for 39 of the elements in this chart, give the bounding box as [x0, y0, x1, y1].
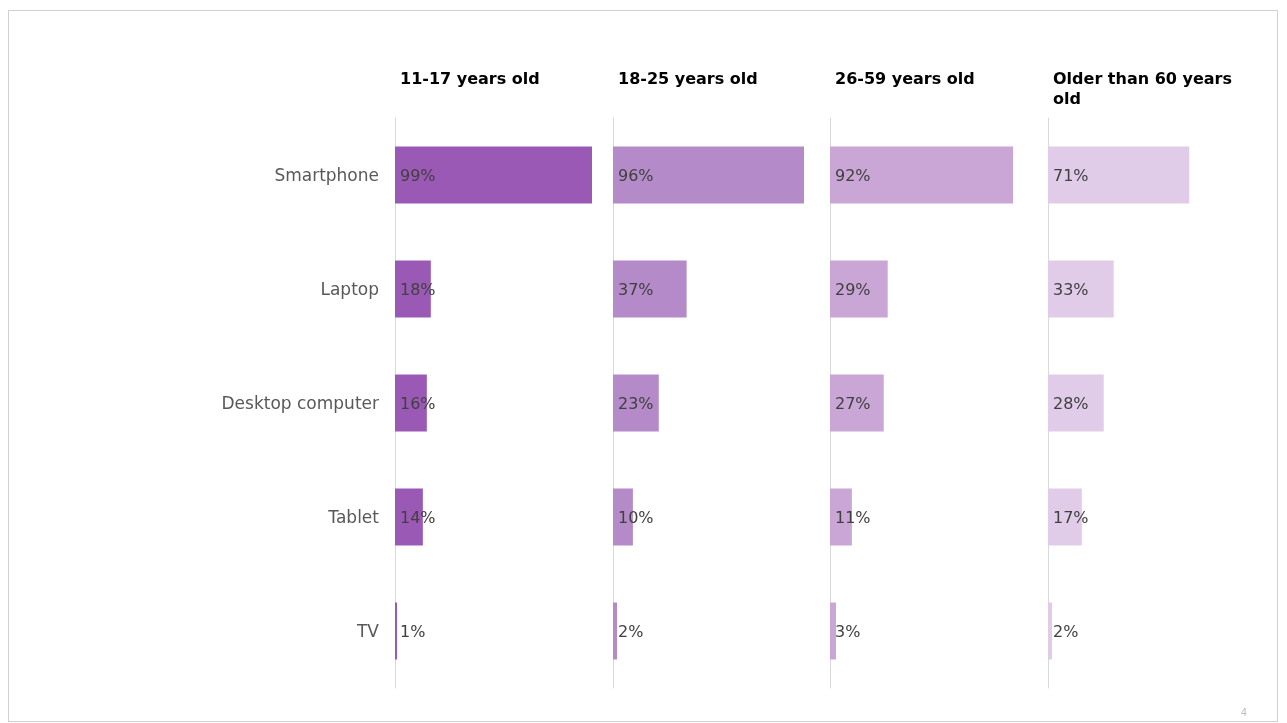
data-label: 27% [835, 393, 871, 413]
data-label: 1% [400, 621, 426, 641]
data-label: 23% [618, 393, 654, 413]
data-label: 92% [835, 165, 871, 185]
bar [1048, 260, 1114, 318]
chart-title: 26-59 years old [835, 68, 975, 88]
chart-title: Older than 60 years old [1053, 68, 1238, 108]
y-tick-label: Desktop computer [221, 393, 380, 413]
y-tick-label: Laptop [320, 279, 379, 299]
y-tick-label: Tablet [327, 507, 380, 527]
data-label: 17% [1053, 507, 1089, 527]
data-label: 11% [835, 507, 871, 527]
bar [613, 602, 617, 660]
bar [613, 374, 659, 432]
data-label: 37% [618, 279, 654, 299]
data-label: 71% [1053, 165, 1089, 185]
data-label: 2% [618, 621, 644, 641]
data-label: 3% [835, 621, 861, 641]
data-label: 33% [1053, 279, 1089, 299]
data-label: 2% [1053, 621, 1079, 641]
bar [830, 602, 836, 660]
bar [830, 146, 1014, 204]
data-label: 28% [1053, 393, 1089, 413]
y-tick-label: Smartphone [274, 165, 379, 185]
data-label: 99% [400, 165, 436, 185]
y-tick-label: TV [355, 621, 380, 641]
bar [830, 260, 888, 318]
bar [1048, 146, 1190, 204]
chart-title: 18-25 years old [618, 68, 758, 88]
bar [830, 374, 884, 432]
text: 4 [1240, 706, 1248, 718]
bar [395, 146, 592, 204]
bar [613, 260, 687, 318]
data-label: 29% [835, 279, 871, 299]
data-label: 96% [618, 165, 654, 185]
bar [1048, 602, 1052, 660]
bar [1048, 374, 1104, 432]
chart-title: 11-17 years old [400, 68, 540, 88]
bar [613, 146, 805, 204]
